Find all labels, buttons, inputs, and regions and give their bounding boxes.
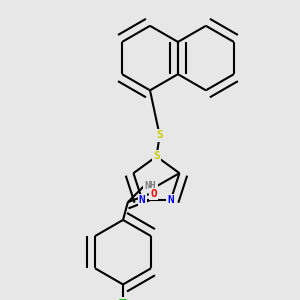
Text: Cl: Cl xyxy=(116,299,130,300)
Text: NH: NH xyxy=(145,181,156,191)
Text: S: S xyxy=(156,130,163,140)
Text: O: O xyxy=(150,189,157,199)
Text: S: S xyxy=(153,152,160,161)
Text: N: N xyxy=(167,195,174,205)
Text: N: N xyxy=(139,195,146,205)
